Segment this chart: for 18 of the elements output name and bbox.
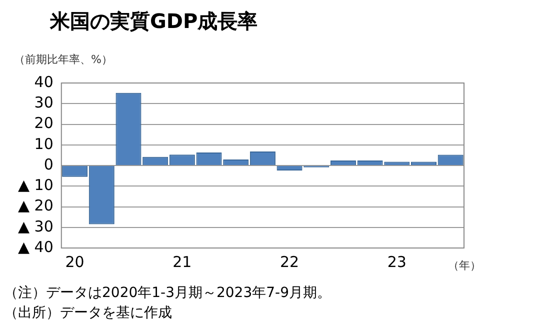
x-tick-label: 22 xyxy=(280,252,300,271)
text: （注）データは2020年1-3月期～2023年7-9月期。 xyxy=(4,284,331,303)
y-tick-label: ▲ 40 xyxy=(18,238,54,256)
text: （出所）データを基に作成 xyxy=(4,304,173,323)
y-tick-label: ▲ 10 xyxy=(18,176,54,194)
y-tick-label: 10 xyxy=(34,134,54,153)
x-axis-title: （年） xyxy=(448,258,481,273)
y-tick-label: 0 xyxy=(44,155,54,174)
x-tick-label: 20 xyxy=(65,252,84,271)
x-tick-label: 23 xyxy=(387,252,406,271)
y-tick-label: ▲ 30 xyxy=(18,217,54,236)
y-axis-title: （前期比年率、%） xyxy=(14,52,112,67)
y-tick-label: 30 xyxy=(34,94,54,112)
y-tick-label: ▲ 20 xyxy=(18,196,54,215)
y-tick-label: 20 xyxy=(34,114,54,132)
chart-title: 米国の実質GDP成長率 xyxy=(50,8,258,35)
y-tick-label: 40 xyxy=(34,72,54,91)
x-tick-label: 21 xyxy=(172,252,192,271)
